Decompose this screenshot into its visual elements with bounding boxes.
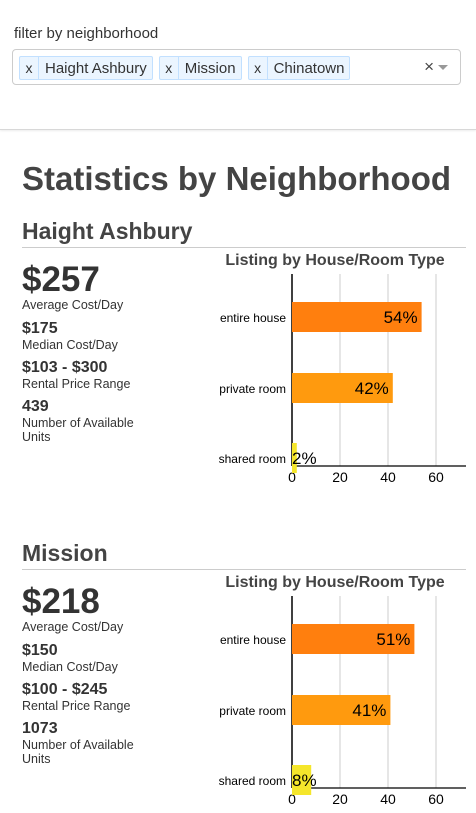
data-label: 54% bbox=[384, 308, 418, 327]
stats-panel: $257 Average Cost/Day $175 Median Cost/D… bbox=[22, 260, 202, 445]
x-tick-label: 60 bbox=[428, 469, 444, 485]
average-cost-label: Average Cost/Day bbox=[22, 298, 124, 312]
x-tick-label: 60 bbox=[428, 791, 444, 807]
average-cost-label: Average Cost/Day bbox=[22, 620, 124, 634]
chip-chinatown: x Chinatown bbox=[247, 56, 351, 80]
category-label: private room bbox=[219, 704, 286, 718]
chip-label: Chinatown bbox=[273, 59, 345, 77]
page-title: Statistics by Neighborhood bbox=[22, 160, 452, 197]
chart-title: Listing by House/Room Type bbox=[225, 574, 444, 591]
remove-chip-icon[interactable]: x bbox=[160, 57, 179, 79]
neighborhood-multiselect[interactable]: x Haight Ashbury x Mission x Chinatown × bbox=[12, 49, 461, 85]
median-cost-label: Median Cost/Day bbox=[22, 338, 118, 352]
filter-panel: filter by neighborhood x Haight Ashbury … bbox=[0, 0, 476, 130]
chart-title: Listing by House/Room Type bbox=[225, 252, 444, 269]
data-label: 41% bbox=[352, 701, 386, 720]
bar-chart-svg: Listing by House/Room Type 0 20 40 60 entire … bbox=[219, 252, 472, 485]
chip-haight-ashbury: x Haight Ashbury bbox=[19, 56, 153, 80]
category-label: shared room bbox=[219, 774, 286, 788]
category-label: shared room bbox=[219, 452, 286, 466]
chip-label: Mission bbox=[184, 59, 236, 77]
listing-type-chart: Listing by House/Room Type 0 20 40 60 entire … bbox=[190, 568, 472, 813]
bar bbox=[292, 373, 393, 403]
filter-label: filter by neighborhood bbox=[14, 25, 159, 42]
median-cost-value: $175 bbox=[22, 320, 58, 337]
price-range-value: $100 - $245 bbox=[22, 681, 108, 698]
clear-all-icon[interactable]: × bbox=[424, 57, 434, 76]
data-label: 51% bbox=[376, 630, 410, 649]
chevron-down-icon[interactable] bbox=[438, 65, 448, 70]
section-title: Haight Ashbury bbox=[22, 218, 466, 248]
available-units-value: 439 bbox=[22, 398, 49, 415]
price-range-label: Rental Price Range bbox=[22, 377, 131, 391]
section-title: Mission bbox=[22, 540, 466, 570]
stats-panel: $218 Average Cost/Day $150 Median Cost/D… bbox=[22, 582, 202, 767]
category-label: entire house bbox=[220, 633, 286, 647]
median-cost-value: $150 bbox=[22, 642, 58, 659]
price-range-value: $103 - $300 bbox=[22, 359, 108, 376]
data-label: 2% bbox=[292, 449, 317, 468]
x-tick-label: 20 bbox=[332, 469, 348, 485]
selected-chips: x Haight Ashbury x Mission x Chinatown bbox=[19, 56, 351, 80]
median-cost-label: Median Cost/Day bbox=[22, 660, 118, 674]
remove-chip-icon[interactable]: x bbox=[249, 57, 268, 79]
bar bbox=[292, 624, 415, 654]
average-cost-value: $218 bbox=[22, 582, 100, 621]
chip-label: Haight Ashbury bbox=[45, 59, 147, 77]
available-units-value: 1073 bbox=[22, 720, 58, 737]
remove-chip-icon[interactable]: x bbox=[20, 57, 39, 79]
price-range-label: Rental Price Range bbox=[22, 699, 131, 713]
average-cost-value: $257 bbox=[22, 260, 100, 299]
x-tick-label: 40 bbox=[380, 469, 396, 485]
bar bbox=[292, 695, 391, 725]
chip-mission: x Mission bbox=[158, 56, 242, 80]
category-label: private room bbox=[219, 382, 286, 396]
bar bbox=[292, 443, 297, 473]
bar bbox=[292, 302, 422, 332]
listing-type-chart: Listing by House/Room Type 0 20 40 60 entire … bbox=[190, 246, 472, 491]
data-label: 8% bbox=[292, 771, 317, 790]
x-tick-label: 0 bbox=[288, 469, 296, 485]
x-tick-label: 20 bbox=[332, 791, 348, 807]
x-tick-label: 40 bbox=[380, 791, 396, 807]
available-units-label: Number of Available Units bbox=[22, 738, 134, 766]
data-label: 42% bbox=[355, 379, 389, 398]
category-label: entire house bbox=[220, 311, 286, 325]
available-units-label: Number of Available Units bbox=[22, 416, 134, 444]
